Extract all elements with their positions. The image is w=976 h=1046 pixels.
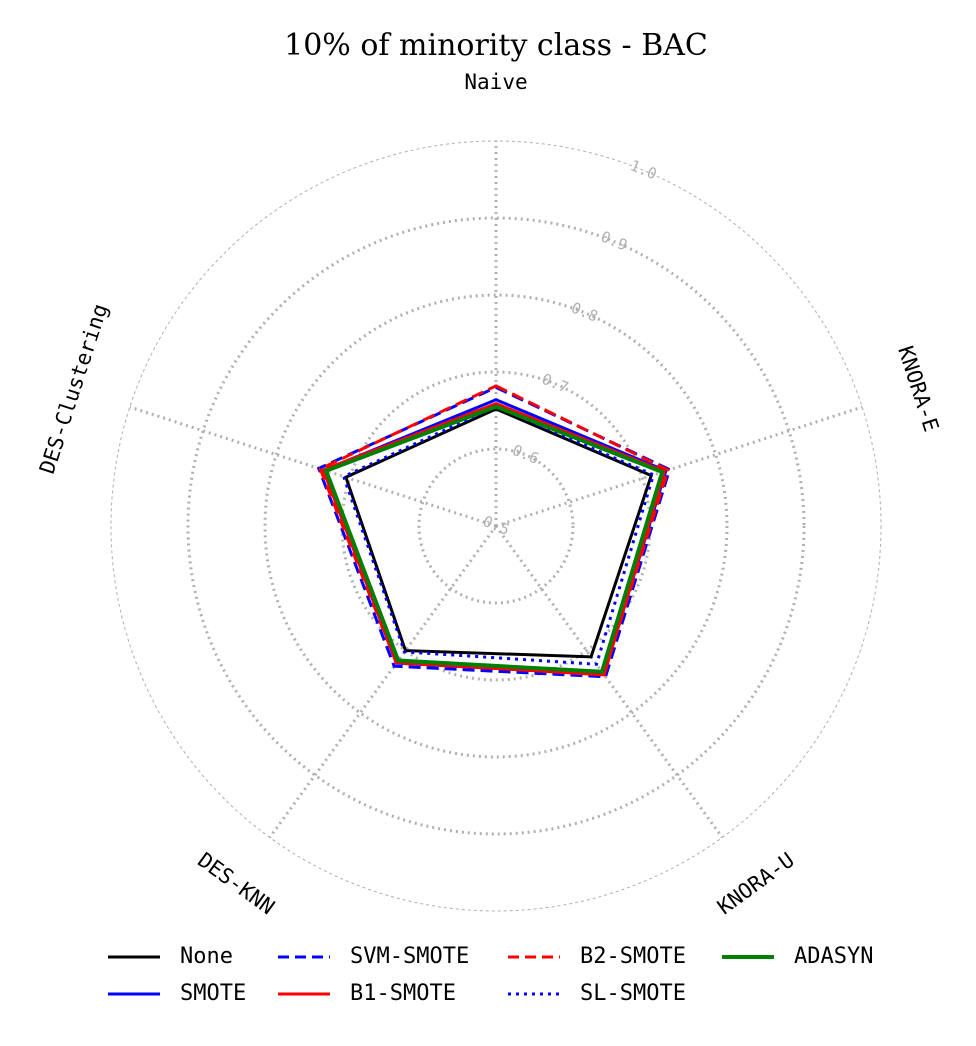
tick-label: 0.5 xyxy=(480,512,512,539)
legend-label: B2-SMOTE xyxy=(580,944,686,969)
axis-label-knora-e: KNORA-E xyxy=(893,343,943,435)
series-adasyn xyxy=(323,404,665,674)
grid-circle xyxy=(186,216,806,836)
chart-title: 10% of minority class - BAC xyxy=(284,28,708,63)
tick-label: 0.7 xyxy=(539,370,571,397)
legend-label: SMOTE xyxy=(180,981,246,1006)
legend-label: B1-SMOTE xyxy=(350,981,456,1006)
tick-label: 0.6 xyxy=(510,441,542,468)
data-series xyxy=(316,384,672,679)
series-b2-smote xyxy=(318,384,670,676)
radial-tick-labels: 0.5 0.6 0.7 0.8 0.9 1.0 xyxy=(480,156,659,539)
series-sl-smote xyxy=(341,405,656,666)
legend-label: None xyxy=(180,944,233,969)
legend-label: ADASYN xyxy=(794,944,873,969)
axis-label-knora-u: KNORA-U xyxy=(713,848,799,919)
legend: None SMOTE SVM-SMOTE B1-SMOTE B2-SMOTE SL-SMO… xyxy=(108,944,873,1006)
axis-labels: Naive KNORA-E KNORA-U DES-KNN DES-Clustering xyxy=(35,70,943,919)
legend-label: SVM-SMOTE xyxy=(350,944,469,969)
grid-spoke xyxy=(495,405,863,528)
grid-circle xyxy=(263,293,729,759)
axis-label-des-clustering: DES-Clustering xyxy=(35,301,113,477)
grid-spoke xyxy=(129,405,497,528)
grid-circle xyxy=(417,447,575,605)
tick-label: 0.8 xyxy=(569,299,601,326)
legend-label: SL-SMOTE xyxy=(580,981,686,1006)
tick-label: 0.9 xyxy=(598,227,630,254)
grid-spoke xyxy=(268,525,498,839)
tick-label: 1.0 xyxy=(628,156,660,183)
series-none xyxy=(344,407,654,659)
axis-label-naive: Naive xyxy=(464,70,527,94)
axis-label-des-knn: DES-KNN xyxy=(193,848,279,919)
grid-spoke xyxy=(494,525,724,839)
